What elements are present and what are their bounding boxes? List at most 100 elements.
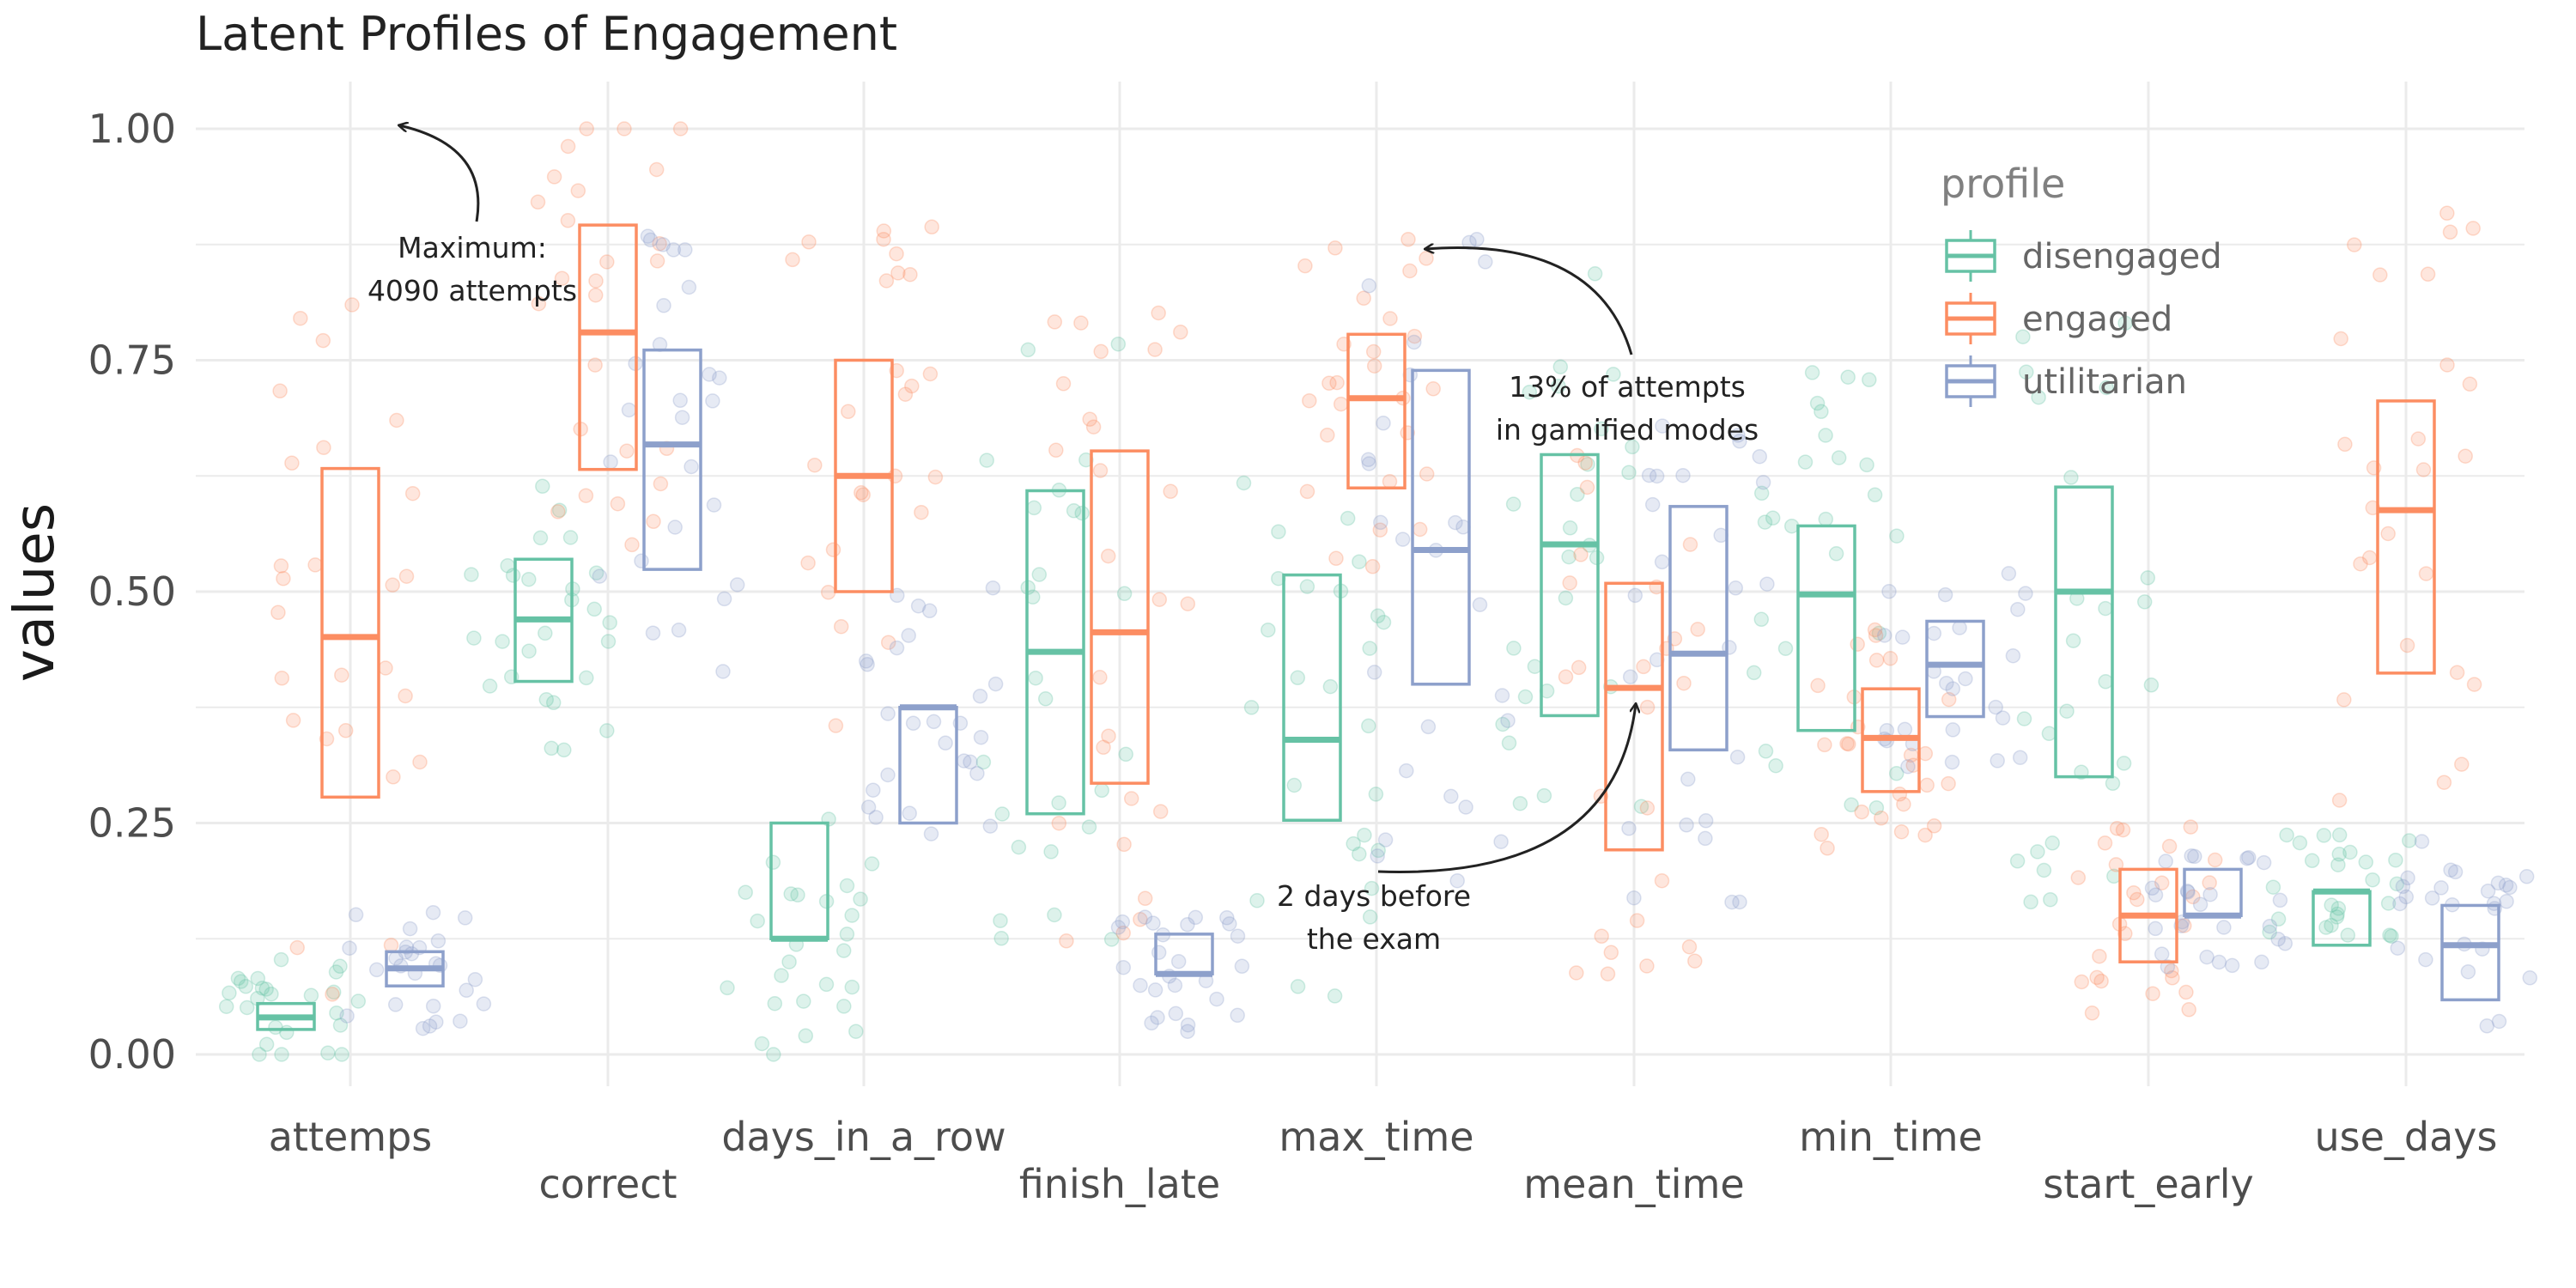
jitter-point bbox=[1506, 641, 1522, 656]
jitter-point bbox=[1522, 384, 1538, 400]
jitter-point bbox=[781, 954, 797, 969]
jitter-point bbox=[1406, 334, 1422, 350]
jitter-point bbox=[2239, 850, 2255, 866]
jitter-point bbox=[1133, 977, 1148, 993]
y-tick-label: 0.75 bbox=[88, 337, 176, 384]
jitter-point bbox=[1690, 622, 1705, 637]
jitter-point bbox=[1622, 669, 1638, 684]
jitter-point bbox=[2458, 448, 2473, 464]
jitter-point bbox=[1896, 796, 1911, 812]
jitter-point bbox=[385, 577, 400, 593]
jitter-point bbox=[1167, 977, 1183, 993]
jitter-point bbox=[1724, 894, 1740, 910]
jitter-point bbox=[1900, 759, 1916, 775]
jitter-point bbox=[889, 640, 905, 656]
grid-layer bbox=[196, 82, 2524, 1086]
jitter-point bbox=[284, 455, 300, 471]
jitter-point bbox=[544, 740, 559, 756]
jitter-point bbox=[1753, 611, 1770, 628]
jitter-point bbox=[1031, 567, 1048, 582]
box-utilitarian-mean_time bbox=[1668, 505, 1728, 752]
jitter-point bbox=[337, 723, 354, 738]
jitter-point bbox=[1517, 689, 1534, 705]
jitter-point bbox=[2331, 793, 2348, 808]
jitter-point bbox=[1917, 827, 1933, 843]
jitter-point bbox=[2254, 954, 2269, 970]
jitter-point bbox=[2001, 566, 2017, 581]
jitter-point bbox=[1687, 953, 1703, 969]
jitter-point bbox=[2023, 894, 2038, 910]
jitter-point bbox=[2331, 847, 2348, 862]
jitter-point bbox=[2165, 970, 2180, 986]
jitter-point bbox=[2184, 848, 2199, 864]
jitter-point bbox=[1995, 710, 2011, 726]
legend-item-label: disengaged bbox=[2022, 237, 2222, 276]
jitter-point bbox=[1809, 395, 1826, 411]
jitter-point bbox=[1356, 290, 1371, 307]
jitter-point bbox=[890, 265, 906, 281]
jitter-point bbox=[1361, 456, 1377, 471]
jitter-point bbox=[530, 194, 546, 210]
jitter-point bbox=[2265, 879, 2281, 895]
jitter-point bbox=[350, 993, 367, 1009]
legend: profile disengaged engaged utilitarian bbox=[1941, 161, 2222, 407]
jitter-point bbox=[1768, 757, 1783, 774]
jitter-point bbox=[1926, 818, 1942, 834]
jitter-point bbox=[844, 908, 860, 923]
jitter-point bbox=[656, 298, 671, 313]
jitter-point bbox=[2316, 828, 2332, 843]
jitter-point bbox=[1115, 959, 1132, 975]
jitter-point bbox=[828, 718, 844, 733]
jitter-point bbox=[546, 169, 562, 185]
jitter-point bbox=[1118, 746, 1133, 762]
jitter-point bbox=[2241, 849, 2257, 866]
jitter-point bbox=[1698, 813, 1714, 829]
jitter-point bbox=[889, 246, 904, 262]
jitter-point bbox=[2117, 315, 2133, 331]
jitter-point bbox=[1505, 496, 1522, 512]
jitter-point bbox=[807, 457, 823, 473]
jitter-point bbox=[2333, 331, 2348, 347]
jitter-point bbox=[716, 591, 732, 607]
jitter-point bbox=[398, 688, 413, 704]
jitter-point bbox=[1103, 932, 1120, 947]
jitter-point bbox=[706, 497, 722, 513]
jitter-point bbox=[1302, 392, 1317, 409]
jitter-point bbox=[1606, 367, 1621, 382]
x-tick-label: correct bbox=[538, 1161, 677, 1207]
jitter-point bbox=[587, 287, 604, 303]
jitter-point bbox=[467, 971, 483, 987]
jitter-point bbox=[876, 223, 892, 239]
jitter-point bbox=[2105, 775, 2121, 792]
jitter-point bbox=[880, 767, 896, 783]
jitter-point bbox=[1219, 910, 1235, 926]
jitter-point bbox=[864, 856, 880, 872]
jitter-point bbox=[334, 667, 349, 683]
jitter-point bbox=[2115, 822, 2131, 838]
jitter-point bbox=[2347, 237, 2362, 252]
jitter-point bbox=[2192, 896, 2208, 913]
jitter-point bbox=[1458, 799, 1473, 815]
chart-title: Latent Profiles of Engagement bbox=[196, 7, 897, 61]
jitter-point bbox=[2145, 986, 2160, 1001]
jitter-point bbox=[2202, 886, 2218, 902]
jitter-point bbox=[1941, 691, 1957, 708]
jitter-point bbox=[2093, 973, 2109, 989]
jitter-point bbox=[1472, 597, 1488, 612]
jitter-point bbox=[683, 459, 699, 475]
jitter-point bbox=[2044, 835, 2060, 851]
jitter-point bbox=[1133, 912, 1148, 927]
jitter-point bbox=[1732, 434, 1747, 449]
jitter-point bbox=[2270, 931, 2286, 947]
jitter-point bbox=[592, 568, 608, 584]
jitter-point bbox=[2279, 827, 2294, 843]
jitter-point bbox=[276, 571, 291, 586]
jitter-point bbox=[1759, 576, 1775, 592]
jitter-point bbox=[1937, 586, 1953, 603]
jitter-point bbox=[457, 910, 473, 926]
jitter-point bbox=[938, 735, 953, 751]
axes-layer: 0.00 0.25 0.50 0.75 1.00 attemps correct days_i… bbox=[88, 106, 2498, 1207]
jitter-point bbox=[2398, 889, 2415, 905]
jitter-point bbox=[956, 753, 972, 769]
jitter-point bbox=[285, 713, 301, 728]
